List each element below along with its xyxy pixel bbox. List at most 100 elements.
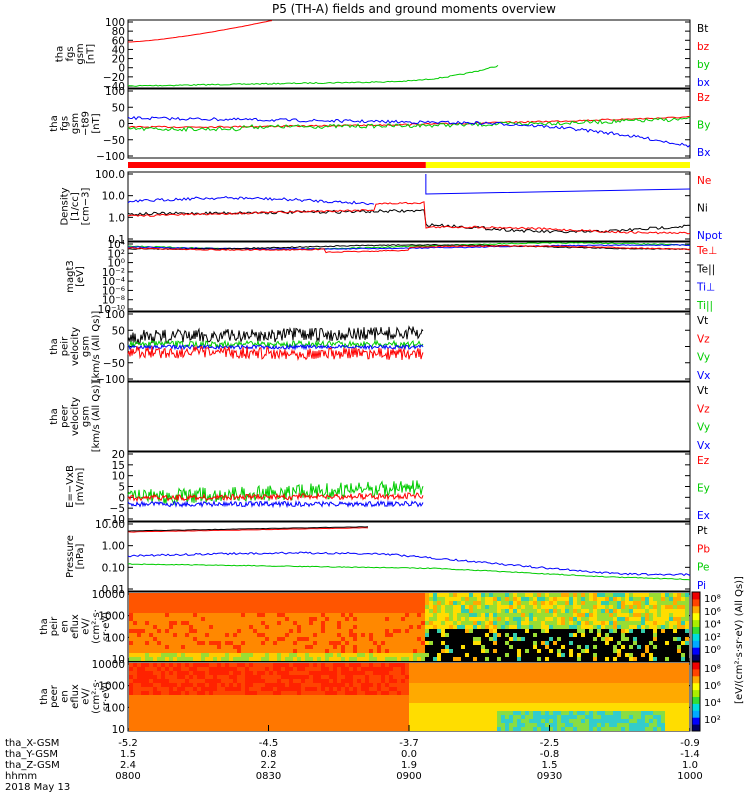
spectrogram-cell <box>381 621 385 625</box>
spectrogram-cell <box>437 703 441 707</box>
spectrogram-cell <box>373 699 377 703</box>
spectrogram-cell <box>133 621 137 625</box>
spectrogram-cell <box>317 617 321 621</box>
spectrogram-cell <box>249 645 253 649</box>
spectrogram-cell <box>393 593 397 597</box>
spectrogram-cell <box>565 621 569 625</box>
spectrogram-cell <box>305 679 309 683</box>
spectrogram-cell <box>165 593 169 597</box>
spectrogram-cell <box>401 703 405 707</box>
spectrogram-cell <box>257 657 261 661</box>
spectrogram-cell <box>457 629 461 633</box>
spectrogram-cell <box>585 699 589 703</box>
spectrogram-cell <box>581 699 585 703</box>
spectrogram-cell <box>365 625 369 629</box>
spectrogram-cell <box>497 719 501 723</box>
spectrogram-cell <box>305 653 309 657</box>
spectrogram-cell <box>389 675 393 679</box>
spectrogram-cell <box>417 645 421 649</box>
spectrogram-cell <box>201 723 205 727</box>
spectrogram-cell <box>405 653 409 657</box>
spectrogram-cell <box>641 645 645 649</box>
spectrogram-cell <box>529 727 533 731</box>
spectrogram-cell <box>293 649 297 653</box>
spectrogram-cell <box>229 641 233 645</box>
spectrogram-cell <box>157 657 161 661</box>
spectrogram-cell <box>669 605 673 609</box>
spectrogram-cell <box>341 609 345 613</box>
spectrogram-cell <box>645 617 649 621</box>
spectrogram-cell <box>425 691 429 695</box>
spectrogram-cell <box>385 695 389 699</box>
spectrogram-cell <box>301 667 305 671</box>
legend-label: Ti⊥ <box>696 282 715 294</box>
spectrogram-cell <box>461 593 465 597</box>
spectrogram-cell <box>417 657 421 661</box>
spectrogram-cell <box>673 691 677 695</box>
spectrogram-cell <box>477 715 481 719</box>
y-axis-label-line: peer <box>60 404 71 428</box>
spectrogram-cell <box>189 723 193 727</box>
spectrogram-cell <box>173 699 177 703</box>
spectrogram-cell <box>249 593 253 597</box>
spectrogram-cell <box>253 699 257 703</box>
spectrogram-cell <box>361 715 365 719</box>
spectrogram-cell <box>333 641 337 645</box>
spectrogram-cell <box>581 657 585 661</box>
spectrogram-cell <box>145 727 149 731</box>
spectrogram-cell <box>505 699 509 703</box>
spectrogram-cell <box>533 723 537 727</box>
spectrogram-cell <box>597 609 601 613</box>
spectrogram-cell <box>665 641 669 645</box>
spectrogram-cell <box>229 609 233 613</box>
spectrogram-cell <box>549 711 553 715</box>
spectrogram-cell <box>677 657 681 661</box>
spectrogram-cell <box>305 675 309 679</box>
spectrogram-cell <box>645 601 649 605</box>
spectrogram-cell <box>277 621 281 625</box>
spectrogram-cell <box>413 609 417 613</box>
spectrogram-cell <box>401 699 405 703</box>
spectrogram-cell <box>337 675 341 679</box>
spectrogram-cell <box>469 653 473 657</box>
spectrogram-cell <box>561 649 565 653</box>
spectrogram-cell <box>341 707 345 711</box>
spectrogram-cell <box>497 727 501 731</box>
spectrogram-cell <box>205 653 209 657</box>
spectrogram-cell <box>665 657 669 661</box>
spectrogram-cell <box>301 683 305 687</box>
legend-label: Vx <box>697 370 710 382</box>
spectrogram-cell <box>473 715 477 719</box>
spectrogram-cell <box>401 613 405 617</box>
spectrogram-cell <box>201 727 205 731</box>
spectrogram-cell <box>245 601 249 605</box>
spectrogram-cell <box>233 695 237 699</box>
spectrogram-cell <box>613 593 617 597</box>
spectrogram-cell <box>201 633 205 637</box>
spectrogram-cell <box>349 727 353 731</box>
spectrogram-cell <box>537 613 541 617</box>
spectrogram-cell <box>633 629 637 633</box>
spectrogram-cell <box>525 593 529 597</box>
spectrogram-cell <box>505 609 509 613</box>
spectrogram-cell <box>237 691 241 695</box>
spectrogram-cell <box>157 723 161 727</box>
spectrogram-cell <box>501 637 505 641</box>
spectrogram-cell <box>409 719 413 723</box>
spectrogram-cell <box>193 653 197 657</box>
spectrogram-cell <box>409 723 413 727</box>
spectrogram-cell <box>353 641 357 645</box>
spectrogram-cell <box>217 653 221 657</box>
spectrogram-cell <box>269 653 273 657</box>
spectrogram-cell <box>297 601 301 605</box>
spectrogram-cell <box>629 719 633 723</box>
y-axis-label-line: magt3 <box>65 260 76 293</box>
spectrogram-cell <box>493 723 497 727</box>
spectrogram-cell <box>505 715 509 719</box>
spectrogram-cell <box>421 633 425 637</box>
spectrogram-cell <box>657 675 661 679</box>
spectrogram-cell <box>653 645 657 649</box>
spectrogram-cell <box>241 667 245 671</box>
spectrogram-cell <box>217 667 221 671</box>
spectrogram-cell <box>641 671 645 675</box>
